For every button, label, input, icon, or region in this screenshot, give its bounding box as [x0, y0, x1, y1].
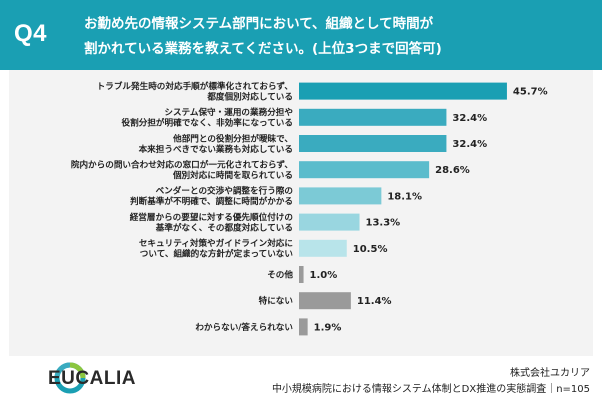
company-name: 株式会社ユカリア [510, 368, 590, 379]
category-label: システム保守・運用の業務分担や役割分担が明確でなく、非効率になっている [121, 106, 294, 129]
category-label: トラブル発生時の対応手順が標準化されておらず、都度個別対応している [97, 80, 293, 103]
bar-chart: トラブル発生時の対応手順が標準化されておらず、都度個別対応している 45.7% シス… [71, 80, 548, 336]
question-text-line2: 割かれている業務を教えてください。(上位3つまで回答可) [84, 41, 442, 57]
bar [299, 292, 351, 310]
value-label: 10.5% [353, 244, 388, 255]
bar [299, 82, 507, 100]
category-label: セキュリティ対策やガイドライン対応について、組織的な方針が定まっていない [139, 237, 294, 259]
category-label: その他 [267, 269, 293, 281]
bar [299, 213, 360, 231]
bar [299, 135, 447, 152]
bar [299, 266, 304, 283]
bar [299, 187, 382, 205]
question-text-line1: お勤め先の情報システム部門において、組織として時間が [84, 16, 434, 32]
category-label: ベンダーとの交渉や調整を行う際の判断基準が不明確で、調整に時間がかかる [130, 185, 293, 208]
value-label: 1.0% [310, 270, 338, 281]
question-header: Q4 お勤め先の情報システム部門において、組織として時間が 割かれている業務を教… [0, 0, 602, 70]
bar [299, 318, 308, 336]
category-label: 他部門との役割分担が曖昧で、本来担うべきでない業務も対応している [139, 132, 293, 155]
value-label: 13.3% [366, 218, 401, 229]
value-label: 11.4% [357, 296, 392, 307]
eucalia-logo-icon [54, 362, 86, 394]
company-logo-text: EUCALIA [48, 368, 136, 389]
value-label: 28.6% [435, 165, 470, 176]
category-label: 院内からの問い合わせ対応の窓口が一元化されておらず、個別対応に時間を取られている [71, 158, 293, 181]
category-label: わからない/答えられない [195, 321, 293, 333]
category-label: 特にない [259, 295, 294, 307]
value-label: 1.9% [314, 322, 342, 333]
value-label: 32.4% [452, 139, 487, 150]
survey-source: 中小規模病院における情報システム体制とDX推進の実態調査｜n=105 [271, 384, 590, 395]
bar [299, 108, 447, 126]
bar [299, 239, 347, 257]
value-label: 45.7% [513, 87, 548, 98]
chart-panel: トラブル発生時の対応手順が標準化されておらず、都度個別対応している 45.7% シス… [9, 70, 593, 356]
question-number: Q4 [14, 20, 48, 47]
category-label: 経営層からの要望に対する優先順位付けの基準がなく、その都度対応している [130, 211, 293, 234]
bar [299, 161, 430, 179]
value-label: 32.4% [452, 113, 487, 124]
value-label: 18.1% [387, 191, 422, 202]
